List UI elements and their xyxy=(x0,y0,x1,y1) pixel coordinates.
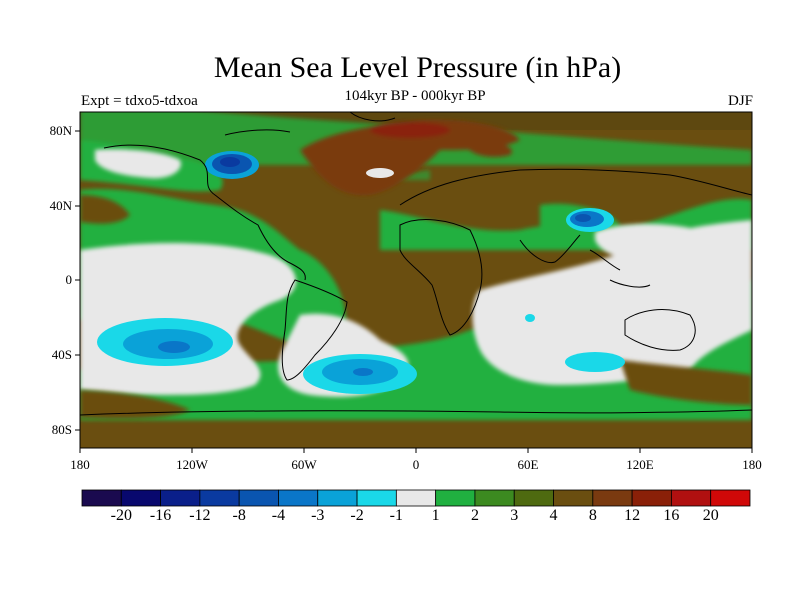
colorbar-label: 4 xyxy=(549,507,558,524)
colorbar-swatch xyxy=(671,489,712,507)
season-label: DJF xyxy=(727,93,753,109)
lat-label-40s: 40S xyxy=(51,347,72,362)
colorbar-label: 3 xyxy=(510,507,519,524)
experiment-label: Expt = tdxo5-tdxoa xyxy=(81,93,198,109)
lon-label-0: 0 xyxy=(412,457,420,472)
lat-label-0: 0 xyxy=(65,272,73,287)
colorbar-swatch xyxy=(631,489,672,507)
chart-title: Mean Sea Level Pressure (in hPa) xyxy=(213,51,622,84)
colorbar-label: -8 xyxy=(232,507,246,524)
colorbar-swatch xyxy=(160,489,201,507)
lon-label-180w: 180 xyxy=(70,457,90,472)
colorbar-swatch xyxy=(120,489,161,507)
colorbar-label: 1 xyxy=(431,507,440,524)
lat-label-40n: 40N xyxy=(49,198,72,213)
colorbar-label: 2 xyxy=(470,507,479,524)
colorbar-swatch xyxy=(81,489,122,507)
colorbar-swatch xyxy=(356,489,397,507)
colorbar-label: 8 xyxy=(588,507,597,524)
lon-label-60e: 60E xyxy=(517,457,539,472)
colorbar-label: 12 xyxy=(624,507,641,524)
colorbar-swatch xyxy=(238,489,279,507)
colorbar-label: 16 xyxy=(663,507,680,524)
colorbar-label: -1 xyxy=(389,507,403,524)
lat-label-80n: 80N xyxy=(49,123,72,138)
lon-label-120e: 120E xyxy=(626,457,654,472)
lon-label-60w: 60W xyxy=(291,457,317,472)
lon-label-180e: 180 xyxy=(742,457,762,472)
chart-subtitle: 104kyr BP - 000kyr BP xyxy=(344,88,486,104)
colorbar-label: -2 xyxy=(350,507,364,524)
high-arctic xyxy=(300,119,520,196)
axis-ticks xyxy=(75,130,753,453)
colorbar-swatch xyxy=(474,489,515,507)
colorbar-swatch xyxy=(435,489,476,507)
coastlines xyxy=(80,112,752,416)
colorbar-swatch xyxy=(513,489,554,507)
colorbar-swatch xyxy=(278,489,319,507)
colorbar-swatch xyxy=(553,489,594,507)
low-southeast-pacific xyxy=(97,318,233,366)
colorbar-label: -12 xyxy=(189,507,211,524)
low-hudson-bay xyxy=(205,151,259,179)
colorbar-label: -20 xyxy=(110,507,132,524)
colorbar-label: 20 xyxy=(702,507,719,524)
colorbar-swatch xyxy=(199,489,240,507)
colorbar-label: -4 xyxy=(271,507,286,524)
low-tibet xyxy=(566,208,614,232)
low-south-indian xyxy=(565,352,625,372)
lat-label-80s: 80S xyxy=(51,422,72,437)
low-south-atlantic xyxy=(303,354,417,394)
colorbar-swatch xyxy=(395,489,437,507)
colorbar-label: -16 xyxy=(149,507,172,524)
colorbar-swatch xyxy=(317,489,358,507)
colorbar-swatch xyxy=(710,489,751,507)
map-field xyxy=(80,112,752,448)
colorbar-label: -3 xyxy=(311,507,325,524)
colorbar-swatch xyxy=(592,489,633,507)
lon-label-120w: 120W xyxy=(176,457,208,472)
